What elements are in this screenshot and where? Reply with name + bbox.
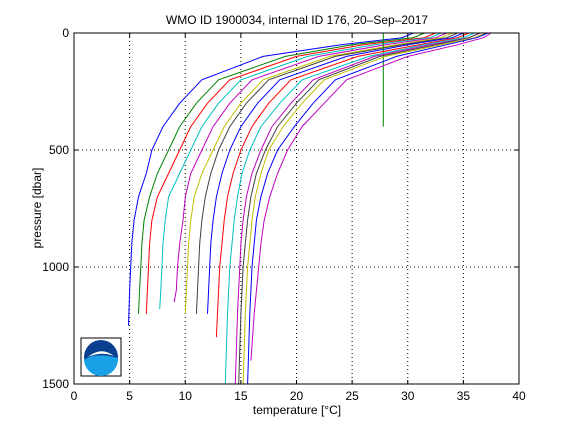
series-layer — [128, 32, 492, 385]
chart-title: WMO ID 1900034, internal ID 176, 20–Sep–… — [166, 13, 428, 27]
x-tick-label: 30 — [401, 389, 415, 403]
x-tick-label: 5 — [126, 389, 133, 403]
x-tick-label: 15 — [234, 389, 248, 403]
profile-line-16 — [250, 32, 492, 361]
profile-line-6 — [184, 32, 453, 314]
x-tick-label: 10 — [179, 389, 193, 403]
profile-line-14 — [238, 32, 481, 385]
profile-line-7 — [195, 32, 458, 314]
y-axis-label: pressure [dbar] — [30, 168, 44, 249]
x-tick-label: 35 — [457, 389, 471, 403]
logo-water — [84, 355, 119, 377]
profile-line-1 — [128, 32, 414, 326]
y-tick-label: 1000 — [42, 260, 69, 274]
profile-line-12 — [234, 32, 481, 385]
profile-line-15 — [247, 32, 489, 385]
x-axis-ticks: 0 5 10 15 20 25 30 35 40 — [71, 33, 526, 403]
x-tick-label: 25 — [345, 389, 359, 403]
profile-line-11 — [224, 32, 475, 385]
profile-line-8 — [207, 32, 464, 314]
y-axis-ticks: 0 500 1000 1500 — [42, 26, 519, 391]
x-tick-label: 20 — [290, 389, 304, 403]
x-axis-label: temperature [°C] — [253, 403, 341, 417]
profile-line-3 — [145, 32, 436, 314]
profile-line-2 — [138, 32, 425, 314]
x-tick-label: 0 — [71, 389, 78, 403]
y-tick-label: 1500 — [42, 377, 69, 391]
profile-line-10 — [215, 32, 470, 338]
y-tick-label: 0 — [62, 26, 69, 40]
profile-line-5 — [173, 32, 447, 303]
logo-bird — [88, 351, 114, 357]
noaa-logo — [80, 337, 122, 377]
y-tick-label: 500 — [49, 143, 69, 157]
plot-area: 0 5 10 15 20 25 30 35 40 0 500 1000 1500 — [42, 26, 526, 403]
x-tick-label: 40 — [512, 389, 526, 403]
profile-line-13 — [242, 32, 486, 385]
profile-line-4 — [159, 32, 442, 310]
